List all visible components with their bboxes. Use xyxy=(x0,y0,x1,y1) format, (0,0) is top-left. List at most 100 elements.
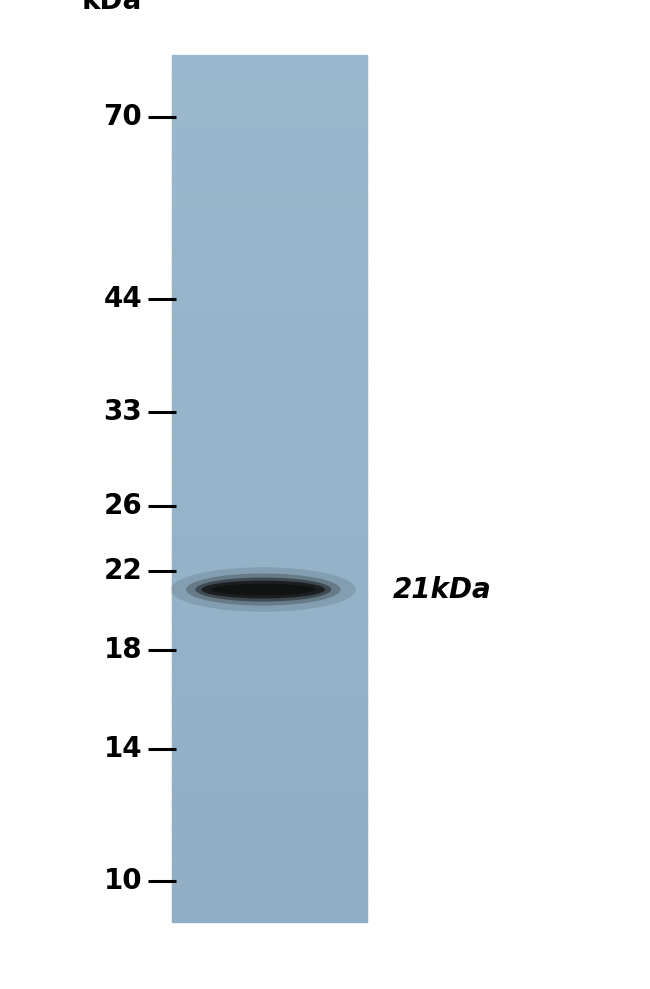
Bar xyxy=(172,698,367,701)
Bar xyxy=(172,629,367,632)
Bar xyxy=(172,802,367,805)
Bar xyxy=(172,700,367,703)
Bar xyxy=(172,633,367,636)
Bar xyxy=(172,787,367,790)
Bar xyxy=(172,180,367,183)
Bar xyxy=(172,638,367,640)
Bar xyxy=(172,662,367,664)
Bar xyxy=(172,566,367,569)
Bar xyxy=(172,260,367,263)
Ellipse shape xyxy=(202,581,325,598)
Bar xyxy=(172,584,367,586)
Bar xyxy=(172,774,367,776)
Bar xyxy=(172,191,367,194)
Bar xyxy=(172,423,367,425)
Bar xyxy=(172,720,367,723)
Bar xyxy=(172,842,367,844)
Bar xyxy=(172,458,367,460)
Bar xyxy=(172,325,367,328)
Bar xyxy=(172,456,367,458)
Bar xyxy=(172,416,367,419)
Bar xyxy=(172,313,367,315)
Bar xyxy=(172,293,367,296)
Bar xyxy=(172,598,367,601)
Bar xyxy=(172,494,367,497)
Bar xyxy=(172,473,367,476)
Bar xyxy=(172,111,367,114)
Bar xyxy=(172,735,367,738)
Bar xyxy=(172,742,367,745)
Bar xyxy=(172,887,367,889)
Bar xyxy=(172,256,367,259)
Bar xyxy=(172,362,367,365)
Bar xyxy=(172,831,367,833)
Bar xyxy=(172,115,367,118)
Bar xyxy=(172,469,367,471)
Bar xyxy=(172,436,367,439)
Bar xyxy=(172,674,367,677)
Bar xyxy=(172,163,367,165)
Bar xyxy=(172,594,367,597)
Bar xyxy=(172,395,367,398)
Bar xyxy=(172,107,367,109)
Bar xyxy=(172,501,367,503)
Bar xyxy=(172,589,367,592)
Bar xyxy=(172,564,367,567)
Bar xyxy=(172,185,367,187)
Bar xyxy=(172,882,367,885)
Bar xyxy=(172,334,367,337)
Bar xyxy=(172,276,367,278)
Bar xyxy=(172,895,367,898)
Bar xyxy=(172,671,367,673)
Bar xyxy=(172,764,367,765)
Bar xyxy=(172,354,367,356)
Bar xyxy=(172,884,367,887)
Bar xyxy=(172,375,367,378)
Text: kDa: kDa xyxy=(82,0,142,16)
Bar xyxy=(172,230,367,232)
Bar xyxy=(172,685,367,688)
Bar xyxy=(172,509,367,512)
Bar xyxy=(172,815,367,818)
Bar xyxy=(172,498,367,501)
Bar xyxy=(172,410,367,412)
Bar xyxy=(172,438,367,441)
Bar xyxy=(172,837,367,840)
Bar xyxy=(172,616,367,618)
Bar xyxy=(172,906,367,909)
Bar xyxy=(172,782,367,785)
Bar xyxy=(172,891,367,894)
Bar xyxy=(172,187,367,189)
Bar xyxy=(172,165,367,168)
Bar xyxy=(172,769,367,772)
Bar xyxy=(172,657,367,660)
Bar xyxy=(172,193,367,196)
Bar xyxy=(172,609,367,612)
Bar xyxy=(172,614,367,616)
Bar xyxy=(172,135,367,137)
Bar xyxy=(172,247,367,250)
Bar xyxy=(172,858,367,861)
Bar xyxy=(172,133,367,135)
Bar xyxy=(172,63,367,66)
Bar xyxy=(172,467,367,469)
Bar xyxy=(172,854,367,857)
Bar xyxy=(172,850,367,853)
Bar xyxy=(172,496,367,499)
Bar xyxy=(172,158,367,161)
Bar xyxy=(172,718,367,720)
Bar xyxy=(172,694,367,696)
Bar xyxy=(172,347,367,350)
Bar xyxy=(172,558,367,560)
Bar xyxy=(172,302,367,305)
Bar xyxy=(172,622,367,625)
Ellipse shape xyxy=(211,584,316,595)
Bar xyxy=(172,340,367,343)
Bar xyxy=(172,549,367,551)
Bar xyxy=(172,425,367,428)
Bar xyxy=(172,696,367,699)
Bar xyxy=(172,503,367,505)
Bar xyxy=(172,76,367,79)
Bar xyxy=(172,793,367,796)
Bar xyxy=(172,871,367,874)
